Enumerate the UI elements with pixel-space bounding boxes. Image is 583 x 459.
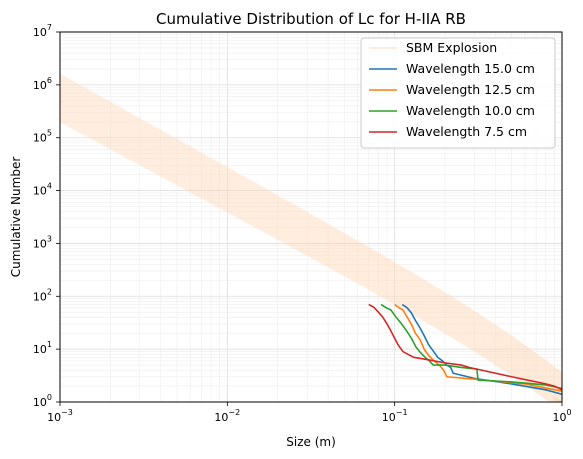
sbm-explosion-curve bbox=[59, 96, 563, 392]
sbm-explosion-curve bbox=[59, 78, 563, 378]
y-tick-label: 106 bbox=[33, 76, 52, 92]
sbm-explosion-curve bbox=[59, 82, 563, 381]
x-tick-label: 100 bbox=[552, 408, 571, 424]
sbm-explosion-curve bbox=[59, 95, 563, 391]
y-tick-label: 100 bbox=[33, 393, 52, 409]
sbm-explosion-curve bbox=[59, 90, 563, 387]
sbm-explosion-curve bbox=[59, 114, 563, 403]
series-line-wavelength-12-5-cm bbox=[394, 303, 563, 392]
sbm-explosion-curve bbox=[59, 117, 563, 403]
sbm-explosion-curve bbox=[59, 86, 563, 384]
legend-label: Wavelength 10.0 cm bbox=[406, 103, 535, 118]
sbm-explosion-curve bbox=[59, 106, 563, 400]
sbm-explosion-curve bbox=[59, 98, 563, 394]
legend-label: Wavelength 7.5 cm bbox=[406, 124, 527, 139]
y-tick-label: 105 bbox=[33, 129, 52, 145]
sbm-explosion-curve bbox=[59, 79, 563, 378]
sbm-explosion-curve bbox=[59, 118, 563, 403]
sbm-explosion-curve bbox=[59, 101, 563, 396]
sbm-explosion-curve bbox=[59, 112, 563, 403]
legend-label: Wavelength 15.0 cm bbox=[406, 61, 535, 76]
sbm-explosion-curve bbox=[59, 116, 563, 403]
sbm-explosion-curve bbox=[59, 92, 563, 389]
sbm-explosion-curve bbox=[59, 110, 563, 403]
sbm-explosion-curve bbox=[59, 97, 563, 393]
sbm-explosion-curve bbox=[59, 77, 563, 377]
grid bbox=[59, 32, 562, 403]
sbm-explosion-curve bbox=[59, 111, 563, 403]
plot-frame bbox=[59, 31, 563, 403]
sbm-explosion-curve bbox=[59, 87, 563, 385]
sbm-explosion-curve bbox=[59, 115, 563, 403]
sbm-explosion-curve bbox=[59, 113, 563, 403]
x-axis-label: Size (m) bbox=[286, 435, 336, 449]
sbm-explosion-curve bbox=[59, 120, 563, 403]
x-axis: 10−3 10−2 10−1 100 bbox=[47, 402, 572, 424]
sbm-explosion-curve bbox=[59, 93, 563, 389]
sbm-explosion-curve bbox=[59, 88, 563, 385]
sbm-explosion-curve bbox=[59, 103, 563, 398]
sbm-explosion-curve bbox=[59, 74, 563, 374]
sbm-explosion-curve bbox=[59, 93, 563, 390]
sbm-explosion-curve bbox=[59, 105, 563, 400]
y-tick-label: 102 bbox=[33, 287, 52, 303]
series-lines bbox=[368, 303, 563, 396]
sbm-explosion-curve bbox=[59, 101, 563, 396]
sbm-explosion-curve bbox=[59, 76, 563, 376]
sbm-explosion-curve bbox=[59, 75, 563, 375]
sbm-explosion-curve bbox=[59, 121, 563, 403]
y-axis-label: Cumulative Number bbox=[9, 157, 23, 278]
legend-label: SBM Explosion bbox=[406, 40, 497, 55]
y-tick-label: 107 bbox=[33, 23, 52, 39]
x-tick-label: 10−2 bbox=[214, 408, 240, 424]
sbm-explosion-curve bbox=[59, 105, 563, 399]
sbm-explosion-curve bbox=[59, 91, 563, 388]
sbm-explosion-curve bbox=[59, 84, 563, 383]
sbm-explosion-curve bbox=[59, 97, 563, 393]
sbm-explosion-band bbox=[59, 73, 563, 403]
y-tick-label: 104 bbox=[33, 182, 52, 198]
sbm-explosion-curve bbox=[59, 83, 563, 381]
sbm-explosion-curve bbox=[59, 73, 563, 374]
sbm-explosion-curve bbox=[59, 80, 563, 379]
y-tick-label: 103 bbox=[33, 234, 52, 250]
x-tick-label: 10−1 bbox=[382, 408, 408, 424]
sbm-explosion-curve bbox=[59, 114, 563, 403]
sbm-explosion-curve bbox=[59, 109, 563, 402]
sbm-explosion-curve bbox=[59, 89, 563, 386]
sbm-explosion-curve bbox=[59, 102, 563, 397]
sbm-explosion-curve bbox=[59, 84, 563, 382]
sbm-explosion-curve bbox=[59, 104, 563, 398]
series-line-wavelength-7-5-cm bbox=[368, 303, 563, 391]
sbm-explosion-curve bbox=[59, 119, 563, 403]
x-tick-label: 10−3 bbox=[47, 408, 73, 424]
sbm-explosion-curve bbox=[59, 107, 563, 401]
series-line-wavelength-10-0-cm bbox=[380, 303, 563, 390]
sbm-explosion-curve bbox=[59, 110, 563, 403]
sbm-explosion-curve bbox=[59, 118, 563, 403]
legend-frame bbox=[360, 37, 556, 149]
sbm-explosion-curve bbox=[59, 94, 563, 391]
sbm-explosion-curve bbox=[59, 85, 563, 383]
sbm-explosion-curve bbox=[59, 89, 563, 387]
legend: SBM Explosion Wavelength 15.0 cm Wavelengt… bbox=[360, 37, 556, 149]
sbm-explosion-curve bbox=[59, 80, 563, 380]
sbm-explosion-curve bbox=[59, 76, 563, 376]
sbm-explosion-curve bbox=[59, 100, 563, 395]
chart-title: Cumulative Distribution of Lc for H-IIA … bbox=[156, 10, 466, 28]
sbm-explosion-curve bbox=[59, 108, 563, 402]
legend-label: Wavelength 12.5 cm bbox=[406, 82, 535, 97]
y-tick-label: 101 bbox=[33, 340, 52, 356]
sbm-explosion-curve bbox=[59, 81, 563, 380]
y-axis: 100 101 102 103 104 105 106 107 bbox=[33, 23, 60, 409]
sbm-explosion-curve bbox=[59, 99, 563, 395]
